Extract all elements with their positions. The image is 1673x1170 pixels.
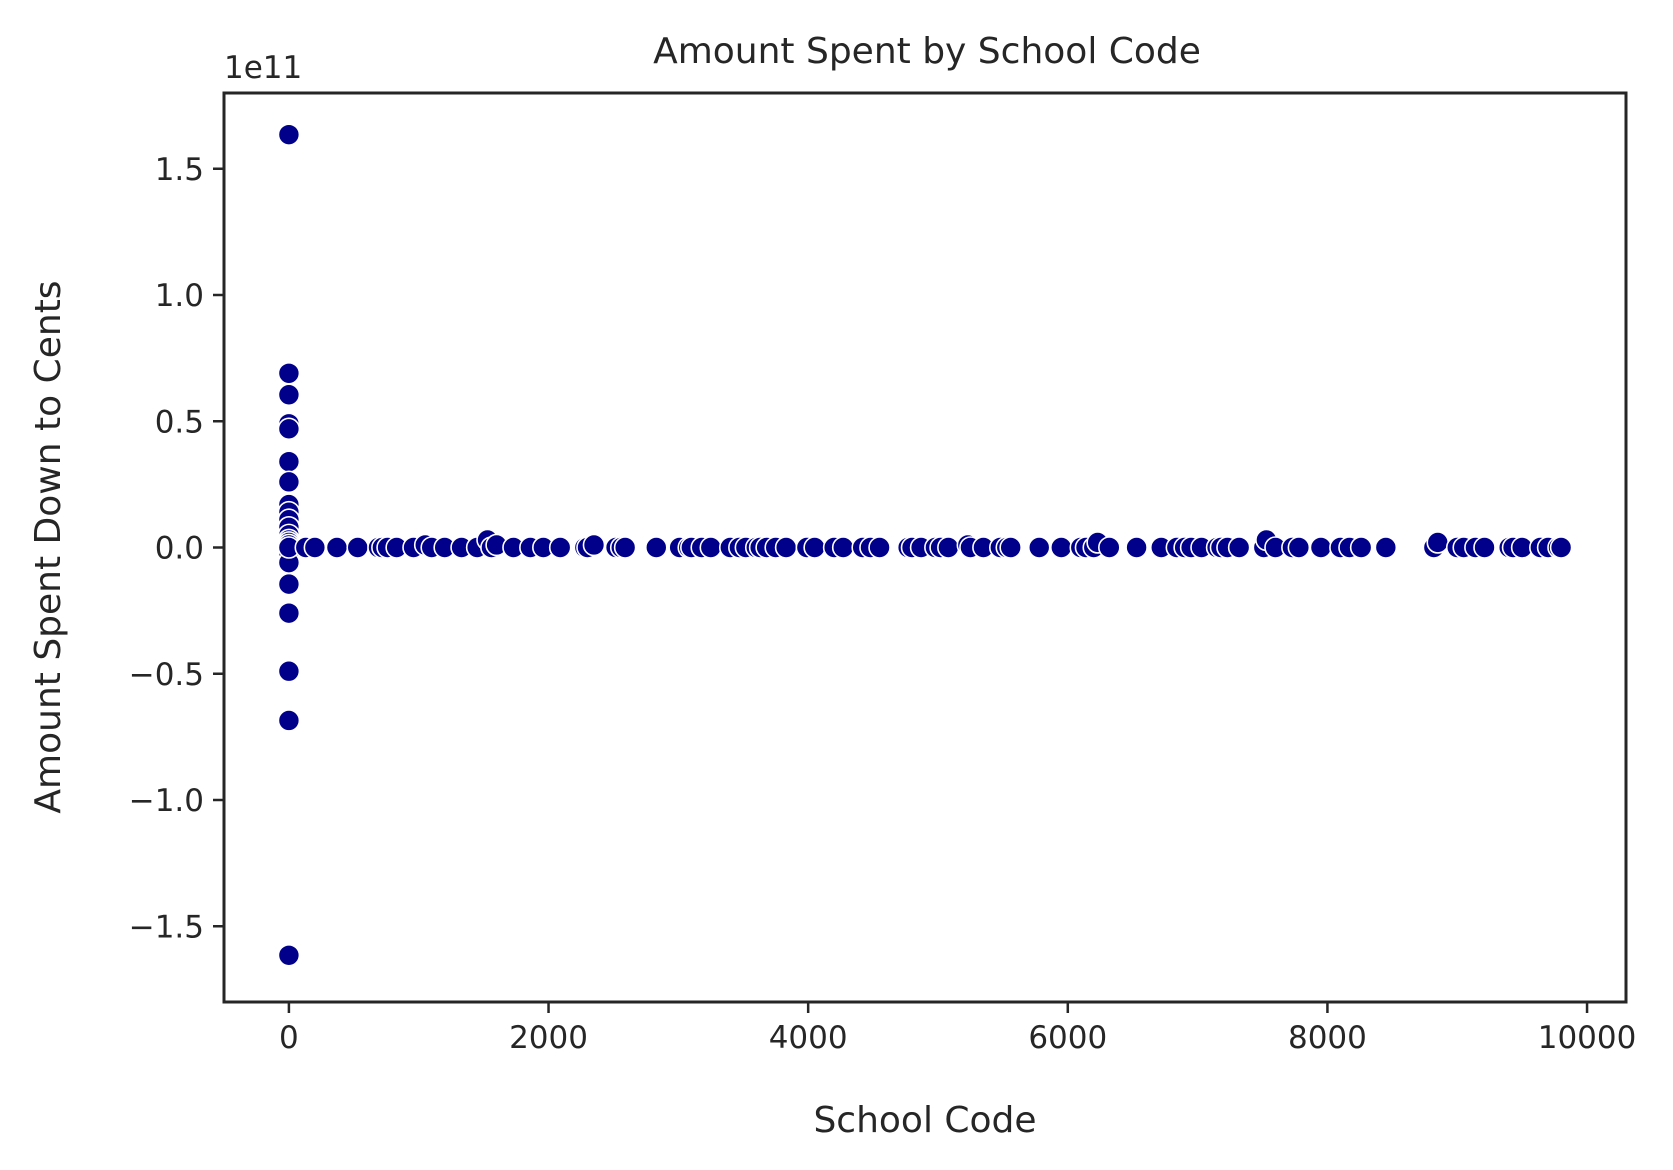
x-tick-label: 4000 bbox=[769, 1020, 848, 1056]
data-point bbox=[1426, 531, 1450, 554]
data-point bbox=[1349, 536, 1373, 559]
y-tick-label: −1.5 bbox=[129, 909, 204, 945]
data-point bbox=[868, 536, 891, 559]
data-point bbox=[277, 361, 301, 385]
data-points bbox=[277, 123, 1573, 967]
data-point bbox=[999, 536, 1022, 559]
data-point bbox=[277, 470, 301, 494]
x-axis-ticks: 0 2000 4000 6000 8000 10000 bbox=[279, 1002, 1636, 1056]
data-point bbox=[644, 536, 668, 559]
data-point bbox=[1050, 536, 1073, 559]
data-point bbox=[1027, 536, 1051, 559]
data-point bbox=[1549, 536, 1573, 559]
x-tick-label: 8000 bbox=[1288, 1020, 1367, 1056]
x-axis-label: School Code bbox=[813, 1100, 1036, 1141]
data-point bbox=[582, 533, 606, 557]
data-point bbox=[277, 450, 301, 473]
chart-title: Amount Spent by School Code bbox=[653, 31, 1201, 72]
x-tick-label: 6000 bbox=[1028, 1020, 1107, 1056]
data-point bbox=[277, 943, 301, 967]
data-point bbox=[1374, 536, 1398, 559]
x-tick-label: 2000 bbox=[509, 1020, 588, 1056]
y-tick-label: −1.0 bbox=[129, 783, 204, 819]
data-point bbox=[277, 383, 301, 407]
data-point bbox=[1125, 536, 1148, 559]
y-tick-label: 0.0 bbox=[155, 531, 204, 567]
data-point bbox=[277, 709, 301, 732]
data-point bbox=[803, 536, 826, 559]
y-offset-label: 1e11 bbox=[224, 50, 302, 86]
data-point bbox=[346, 536, 370, 559]
data-point bbox=[699, 536, 723, 559]
y-tick-label: 0.5 bbox=[155, 404, 204, 440]
y-tick-label: −0.5 bbox=[129, 657, 204, 693]
data-point bbox=[1309, 536, 1333, 559]
data-point bbox=[277, 572, 301, 596]
data-point bbox=[303, 536, 327, 559]
data-point bbox=[937, 536, 960, 559]
data-point bbox=[325, 536, 349, 559]
data-point bbox=[277, 659, 301, 683]
data-point bbox=[1473, 536, 1496, 559]
data-point bbox=[277, 601, 301, 625]
data-point bbox=[613, 536, 637, 559]
plot-frame bbox=[222, 91, 1628, 1004]
data-point bbox=[774, 536, 798, 559]
y-tick-label: 1.5 bbox=[155, 152, 204, 188]
x-tick-label: 0 bbox=[279, 1020, 299, 1056]
data-point bbox=[277, 417, 301, 441]
data-point bbox=[831, 536, 855, 559]
data-point bbox=[277, 123, 301, 146]
data-point bbox=[548, 536, 572, 559]
y-tick-label: 1.0 bbox=[155, 278, 204, 314]
y-axis-ticks: 1.5 1.0 0.5 0.0 −0.5 −1.0 −1.5 bbox=[129, 152, 224, 945]
y-axis-label: Amount Spent Down to Cents bbox=[28, 280, 69, 813]
x-tick-label: 10000 bbox=[1538, 1020, 1637, 1056]
data-point bbox=[1098, 536, 1121, 559]
data-point bbox=[1227, 536, 1251, 559]
data-point bbox=[1287, 536, 1311, 559]
